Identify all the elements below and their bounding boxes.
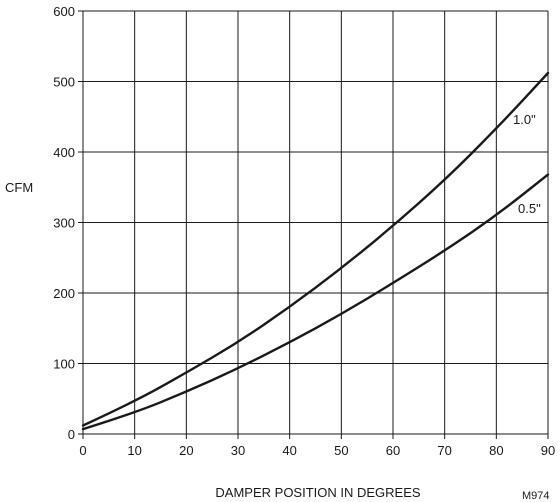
x-axis-ticks: 0 10 20 30 40 50 60 70 80 90	[79, 443, 555, 458]
y-tick-label-200: 200	[53, 286, 75, 301]
grid	[78, 10, 549, 439]
y-tick-label-300: 300	[53, 216, 75, 231]
x-axis-label: DAMPER POSITION IN DEGREES	[215, 485, 420, 500]
series-line-1	[81, 173, 550, 431]
y-axis-ticks: 0 100 200 300 400 500 600	[53, 4, 75, 442]
x-tick-label-80: 80	[489, 443, 503, 458]
x-tick-label-70: 70	[437, 443, 451, 458]
y-tick-label-0: 0	[68, 427, 75, 442]
y-tick-label-600: 600	[53, 4, 75, 19]
x-tick-label-60: 60	[386, 443, 400, 458]
x-tick-label-10: 10	[127, 443, 141, 458]
x-tick-label-20: 20	[179, 443, 193, 458]
x-tick-label-0: 0	[79, 443, 86, 458]
y-tick-label-100: 100	[53, 357, 75, 372]
y-tick-label-400: 400	[53, 145, 75, 160]
series-group: 1.0" 0.5"	[81, 71, 550, 431]
y-tick-label-500: 500	[53, 75, 75, 90]
series-label-0: 1.0"	[513, 112, 536, 127]
figure-code: M974	[522, 490, 550, 502]
series-label-1: 0.5"	[518, 201, 541, 216]
x-tick-label-40: 40	[282, 443, 296, 458]
y-axis-label: CFM	[5, 180, 33, 195]
series-line-0	[81, 71, 550, 427]
x-tick-label-30: 30	[231, 443, 245, 458]
x-tick-label-90: 90	[541, 443, 555, 458]
x-tick-label-50: 50	[334, 443, 348, 458]
